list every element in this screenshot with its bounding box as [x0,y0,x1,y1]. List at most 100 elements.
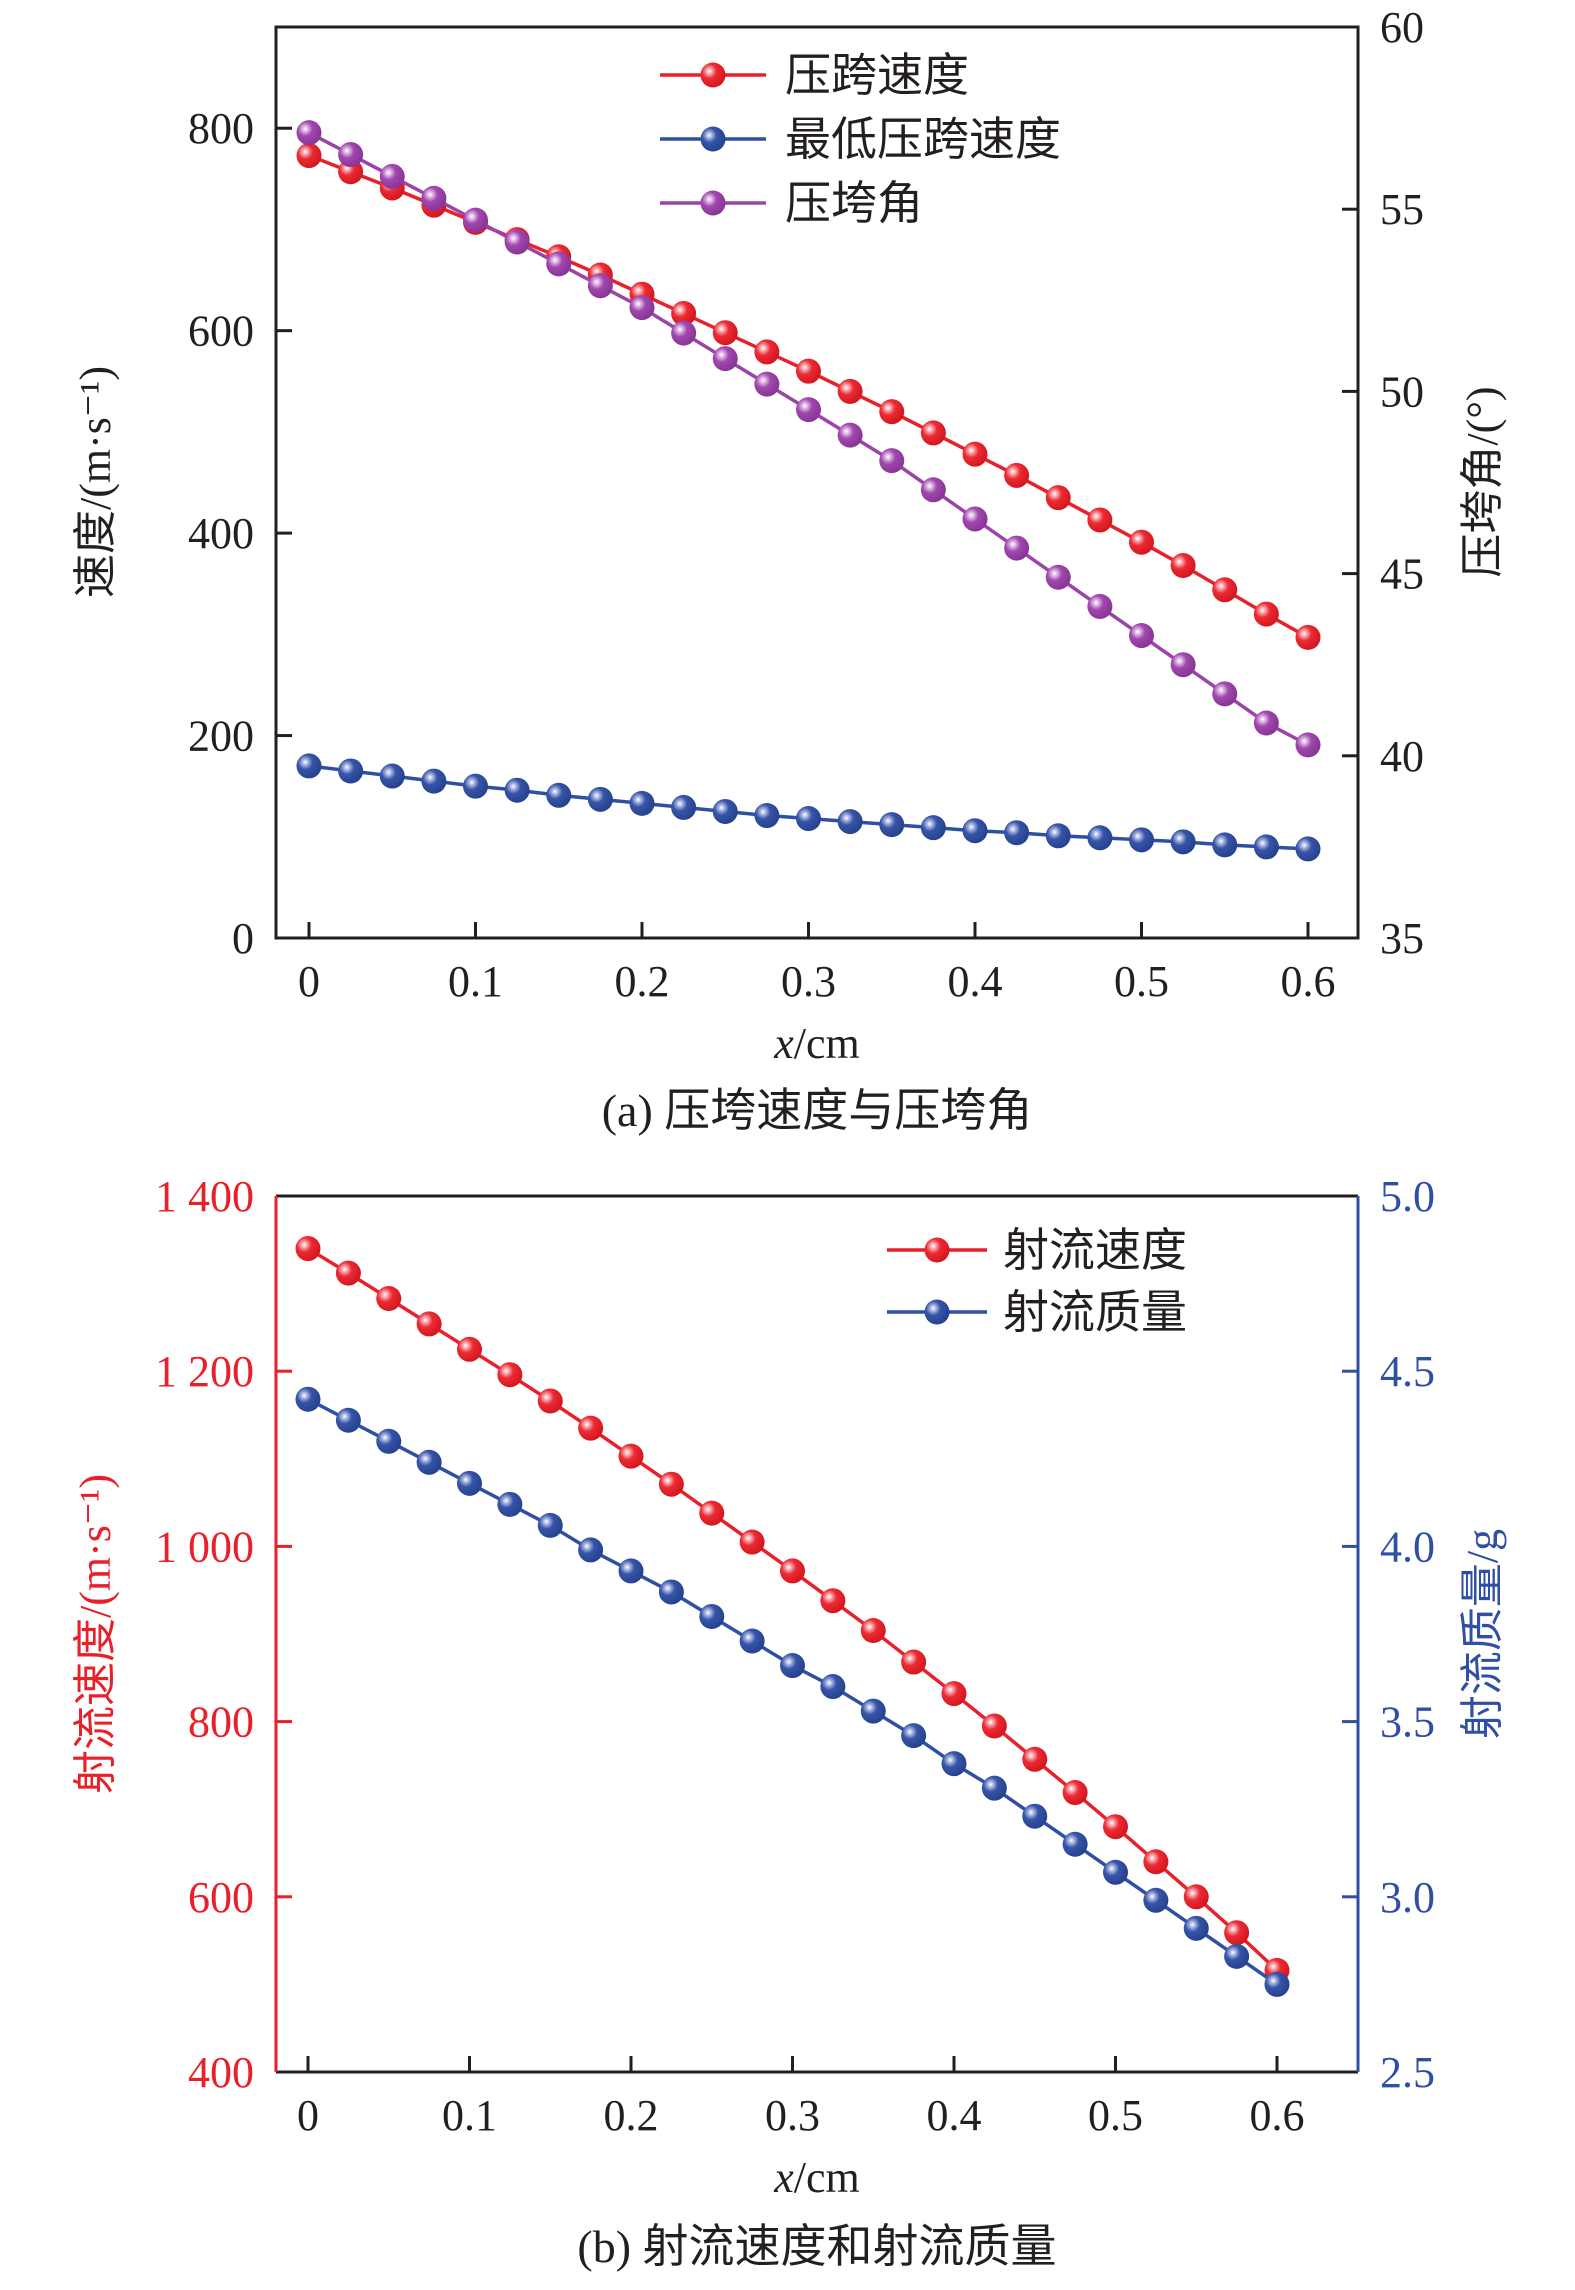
data-point [546,251,572,277]
legend-label: 压跨速度 [785,50,969,101]
caption-a: (a) 压垮速度与压垮角 [602,1085,1033,1136]
data-point [1170,652,1196,678]
x-axis-label-b: x/cm [773,2153,860,2202]
data-point [1212,681,1238,707]
left-axis-ticks-b: 400 600 800 1 000 1 200 1 400 [155,1172,292,2097]
data-point [962,818,988,844]
data-point [754,339,780,365]
data-point [920,420,946,446]
data-point [1045,485,1071,511]
data-point [578,1537,604,1563]
data-point [739,1529,765,1555]
data-point [295,1386,321,1412]
x-tick-label: 0.4 [927,2091,982,2140]
data-point [338,159,364,185]
x-tick-label: 0.3 [765,2091,820,2140]
data-point [1170,829,1196,855]
y-tick-label: 1 000 [155,1522,254,1571]
data-point [879,812,905,838]
data-point [671,320,697,346]
y2-tick-label: 4.5 [1380,1347,1435,1396]
data-point [335,1260,361,1286]
data-point [335,1407,361,1433]
legend-label: 压垮角 [785,178,923,229]
x-axis-label-a: x/cm [773,1019,860,1068]
data-point [981,1713,1007,1739]
x-axis-label-unit-a: /cm [794,1019,860,1068]
data-point [497,1362,523,1388]
data-point [504,777,530,803]
legend-marker [700,62,726,88]
data-point [376,1428,402,1454]
data-point [618,1558,644,1584]
y-tick-label: 1 400 [155,1172,254,1221]
data-point [1087,593,1113,619]
legend-marker [924,1237,950,1263]
y2-tick-label: 40 [1380,732,1424,781]
series-group-b [295,1236,1290,1997]
x-tick-label: 0 [297,2091,319,2140]
legend-label: 射流质量 [1003,1287,1187,1338]
data-point [376,1285,402,1311]
right-axis-ticks-b: 2.5 3.0 3.5 4.0 4.5 5.0 [1342,1172,1435,2097]
legend-item: 射流质量 [887,1287,1187,1338]
data-point [658,1471,684,1497]
data-point [699,1500,725,1526]
data-point [739,1628,765,1654]
data-point [537,1388,563,1414]
chart-panel-b: 400 600 800 1 000 1 200 1 400 2.5 3.0 3.5 4.0 4.5… [71,1172,1507,2272]
y2-tick-label: 5.0 [1380,1172,1435,1221]
y-axis-label-a: 速度/(m·s⁻¹) [71,366,120,598]
legend-item: 射流速度 [887,1225,1187,1276]
y2-tick-label: 2.5 [1380,2048,1435,2097]
x-tick-label: 0.1 [442,2091,497,2140]
data-point [1264,1971,1290,1997]
data-point [901,1649,927,1675]
data-point [587,786,613,812]
data-point [796,397,821,423]
data-point [416,1449,442,1475]
data-point [629,790,655,816]
data-point [1062,1780,1088,1806]
data-point [1253,834,1279,860]
data-point [754,371,780,397]
data-point [1295,624,1321,650]
data-point [658,1579,684,1605]
series-3 [296,120,1321,758]
data-point [629,295,655,321]
data-point [860,1617,886,1643]
x-tick-label: 0.6 [1281,957,1336,1006]
data-point [1022,1803,1048,1829]
data-point [457,1470,482,1496]
data-point [338,142,364,168]
data-point [754,803,780,829]
data-point [1295,732,1321,758]
data-point [497,1491,523,1517]
y-tick-label: 400 [188,509,254,558]
data-point [901,1723,927,1749]
x-axis-label-var-a: x [773,1019,794,1068]
data-point [463,207,488,233]
data-point [587,273,613,299]
data-point [457,1336,482,1362]
x-tick-label: 0.5 [1088,2091,1143,2140]
data-point [1103,1859,1128,1885]
legend-label: 射流速度 [1003,1225,1187,1276]
data-point [941,1751,967,1777]
data-point [712,798,738,824]
data-point [1004,462,1030,488]
data-point [1183,1915,1209,1941]
y2-axis-label-b: 射流质量/g [1458,1529,1507,1739]
data-point [712,346,738,372]
legend-item: 压跨速度 [660,50,969,101]
data-point [1129,623,1154,649]
x-axis-label-unit-b: /cm [794,2153,860,2202]
data-point [780,1558,805,1584]
data-point [504,229,530,255]
x-tick-label: 0.5 [1114,957,1169,1006]
series-line [307,1397,1278,1986]
right-axis-ticks-a: 35 40 45 50 55 60 [1342,3,1424,963]
